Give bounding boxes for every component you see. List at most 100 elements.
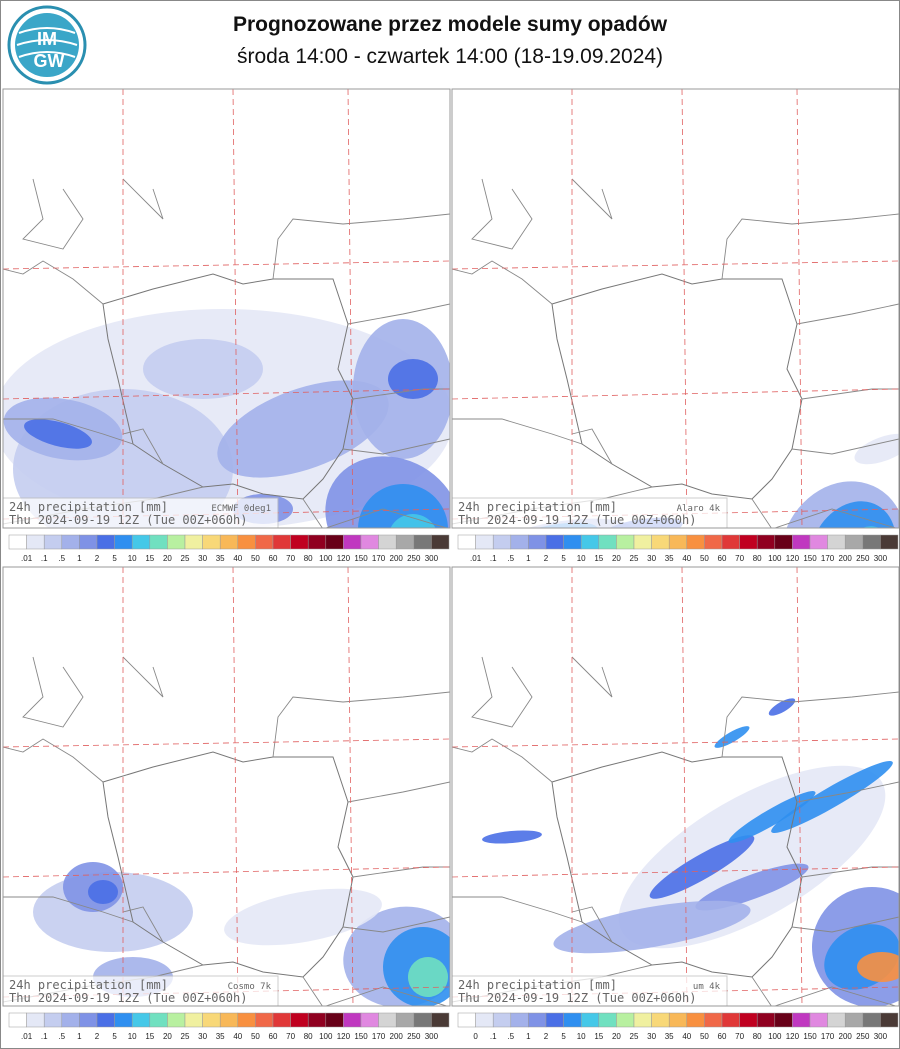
scale-box	[149, 534, 168, 550]
scale-label: 40	[682, 1032, 691, 1041]
graticule	[3, 388, 450, 400]
scale-box	[378, 1012, 397, 1028]
scale-box	[431, 1012, 450, 1028]
country-border	[452, 260, 553, 305]
scale-box	[475, 1012, 494, 1028]
scale-box	[219, 1012, 239, 1028]
precip-area	[24, 419, 92, 449]
precip-area	[358, 484, 448, 528]
scale-label: 60	[269, 554, 278, 563]
scale-label: 250	[856, 1032, 870, 1041]
scale-label: 60	[269, 1032, 278, 1041]
scale-box	[272, 1012, 291, 1028]
scale-box	[26, 1012, 45, 1028]
scale-label: 35	[216, 1032, 225, 1041]
country-border	[122, 428, 164, 465]
scale-label: 2	[544, 554, 549, 563]
precip-area	[771, 760, 893, 834]
graticule	[232, 89, 239, 528]
scale-box	[880, 534, 899, 550]
graticule	[796, 89, 803, 528]
info-box	[3, 497, 279, 528]
scale-box	[774, 534, 793, 550]
precip-area	[553, 900, 751, 954]
country-border	[721, 691, 899, 758]
scale-label: 40	[233, 1032, 242, 1041]
country-border	[801, 866, 899, 878]
scale-label: 70	[286, 554, 295, 563]
country-border	[452, 896, 583, 923]
scale-box	[721, 534, 740, 550]
scale-label: 5	[561, 1032, 566, 1041]
scale-box	[431, 534, 450, 550]
graticule	[452, 866, 899, 878]
scale-label: 10	[128, 554, 137, 563]
scale-box	[131, 534, 151, 550]
forecast-time: Thu 2024-09-19 12Z (Tue 00Z+060h)	[458, 513, 696, 527]
info-box	[3, 975, 279, 1006]
scale-label: 60	[718, 554, 727, 563]
forecast-time: Thu 2024-09-19 12Z (Tue 00Z+060h)	[9, 513, 247, 527]
logo-text: IM	[37, 29, 57, 49]
scale-label: 40	[233, 554, 242, 563]
country-border	[122, 178, 164, 220]
scale-label: 5	[112, 1032, 117, 1041]
scale-box	[26, 534, 45, 550]
graticule	[347, 567, 354, 1006]
scale-box	[96, 1012, 115, 1028]
scale-label: 30	[647, 1032, 656, 1041]
scale-box	[651, 1012, 670, 1028]
precip-area	[768, 698, 796, 716]
map-bg	[452, 89, 899, 528]
scale-box	[43, 1012, 63, 1028]
country-border	[102, 751, 354, 978]
precip-area	[482, 830, 542, 844]
scale-label: 80	[304, 1032, 313, 1041]
country-border	[22, 178, 84, 250]
model-name: Cosmo 7k	[228, 982, 272, 992]
scale-label: .1	[41, 1032, 48, 1041]
precip-area	[695, 863, 809, 911]
scale-label: .1	[490, 554, 497, 563]
scale-label: 35	[665, 1032, 674, 1041]
scale-box	[510, 534, 529, 550]
scale-box	[844, 1012, 864, 1028]
map-frame	[2, 88, 451, 529]
scale-label: 80	[753, 554, 762, 563]
graticule	[681, 89, 688, 528]
scale-label: 100	[768, 554, 782, 563]
scale-box	[325, 1012, 344, 1028]
country-border	[272, 691, 450, 758]
scale-box	[739, 534, 758, 550]
scale-box	[272, 534, 291, 550]
scale-label: 2	[95, 554, 100, 563]
country-border	[471, 656, 533, 728]
country-border	[342, 916, 450, 933]
scale-box	[616, 1012, 635, 1028]
scale-box	[633, 1012, 652, 1028]
scale-label: 15	[145, 554, 154, 563]
scale-box	[457, 1012, 476, 1028]
scale-box	[827, 1012, 846, 1028]
scale-label: 30	[198, 554, 207, 563]
scale-label: 10	[577, 554, 586, 563]
scale-label: 0	[473, 1032, 478, 1041]
scale-label: 120	[337, 1032, 351, 1041]
scale-box	[202, 1012, 221, 1028]
scale-label: 60	[718, 1032, 727, 1041]
graticule	[796, 567, 803, 1006]
scale-label: 15	[145, 1032, 154, 1041]
graticule	[3, 738, 450, 748]
info-label: 24h precipitation [mm]	[458, 978, 617, 992]
graticule	[452, 738, 899, 748]
scale-box	[307, 1012, 327, 1028]
scale-box	[616, 534, 635, 550]
scale-box	[43, 534, 63, 550]
graticule	[3, 866, 450, 878]
scale-label: 2	[544, 1032, 549, 1041]
scale-box	[880, 1012, 899, 1028]
scale-label: 100	[768, 1032, 782, 1041]
scale-box	[704, 1012, 723, 1028]
